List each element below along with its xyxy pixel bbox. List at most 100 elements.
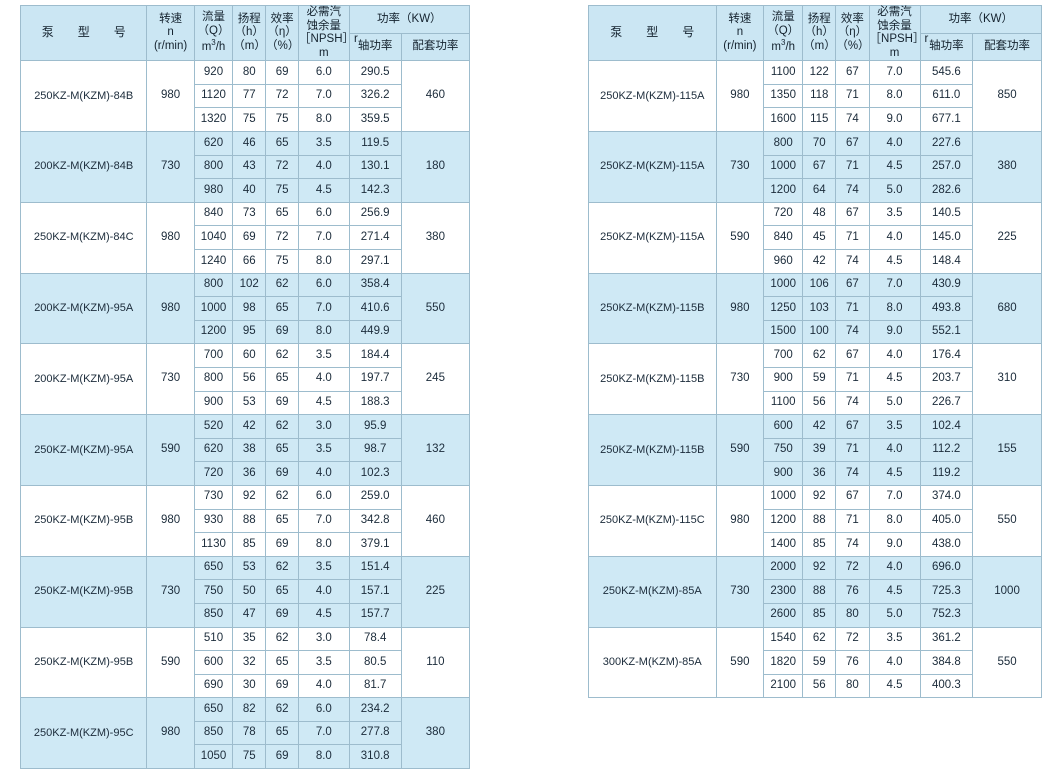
cell-flow: 750 [763, 437, 804, 463]
header-line: ［NPSH］r [869, 33, 929, 46]
cell-shaft-power: 493.8 [919, 296, 974, 321]
cell-head: 56 [802, 390, 837, 416]
cell-efficiency: 80 [835, 602, 870, 628]
cell-head: 92 [802, 555, 837, 581]
cell-efficiency: 69 [265, 461, 300, 486]
cell-motor-power: 380 [972, 131, 1042, 203]
cell-npsh: 9.0 [868, 532, 921, 557]
cell-efficiency: 62 [265, 272, 300, 298]
cell-pump-model: 250KZ-M(KZM)-95B [19, 555, 148, 628]
cell-npsh: 5.0 [868, 178, 921, 203]
cell-flow: 1100 [763, 60, 804, 85]
header-label-model: 泵 型 号 [610, 25, 701, 40]
cell-motor-power: 380 [400, 201, 471, 274]
table-row: 250KZ-M(KZM)-115A 730 800 70 67 4.0 227.6 380 [588, 131, 1042, 203]
header-line: 蚀余量 [306, 19, 342, 32]
table-row: 250KZ-M(KZM)-115B 980 1000 106 67 7.0 430.9 680 [588, 272, 1042, 345]
table-row: 250KZ-M(KZM)-84C 980 840 73 65 6.0 256.9 380 [19, 201, 471, 274]
header-line: 流量 [771, 11, 795, 24]
cell-flow: 1240 [193, 249, 234, 274]
table-row: 1320 75 75 8.0 359.5 [21, 107, 470, 133]
cell-efficiency: 67 [835, 131, 870, 156]
cell-pump-model: 250KZ-M(KZM)-115B [588, 414, 717, 486]
cell-head: 30 [232, 673, 267, 699]
cell-npsh: 4.5 [298, 390, 350, 416]
cell-npsh: 4.0 [298, 154, 350, 180]
cell-head: 66 [232, 249, 267, 274]
cell-shaft-power: 234.2 [348, 697, 402, 722]
cell-flow: 840 [193, 201, 234, 227]
table-row: 200KZ-M(KZM)-84B 730 620 46 65 3.5 119.5 180 [19, 131, 471, 203]
table-body: 250KZ-M(KZM)-84B 980 920 80 69 6.0 290.5 460 112… [19, 60, 471, 769]
header-line: m [319, 46, 329, 59]
cell-shaft-power: 297.1 [348, 249, 402, 274]
cell-pump-model: 300KZ-M(KZM)-85A [588, 626, 717, 699]
cell-motor-power: 310 [972, 343, 1042, 416]
cell-head: 36 [802, 461, 837, 486]
cell-efficiency: 69 [265, 744, 300, 769]
table-row: 1240 66 75 8.0 297.1 [21, 249, 470, 274]
cell-shaft-power: 257.0 [919, 154, 974, 180]
cell-npsh: 4.0 [298, 579, 350, 604]
cell-shaft-power: 140.5 [919, 201, 974, 227]
header-line: 转速 [159, 12, 183, 25]
cell-efficiency: 76 [835, 650, 870, 675]
cell-npsh: 8.0 [868, 83, 921, 109]
cell-efficiency: 65 [265, 296, 300, 321]
cell-rotation-speed: 590 [715, 201, 765, 274]
cell-npsh: 4.0 [868, 437, 921, 463]
header-line: n [167, 26, 174, 39]
cell-npsh: 3.5 [298, 343, 350, 368]
cell-npsh: 4.5 [868, 673, 921, 699]
cell-efficiency: 67 [835, 484, 870, 510]
cell-pump-model: 250KZ-M(KZM)-95B [19, 626, 148, 699]
cell-npsh: 8.0 [298, 107, 350, 133]
cell-efficiency: 69 [265, 602, 300, 628]
cell-shaft-power: 725.3 [919, 579, 974, 604]
cell-efficiency: 67 [835, 201, 870, 227]
cell-flow: 1000 [763, 272, 804, 298]
header-cell-shaft-power: 轴功率 [919, 32, 974, 62]
cell-shaft-power: 752.3 [919, 602, 974, 628]
cell-head: 59 [802, 650, 837, 675]
header-cell-head: 扬程 （h） （m） [802, 4, 837, 62]
cell-efficiency: 74 [835, 532, 870, 557]
header-cell-shaft-power: 轴功率 [348, 32, 402, 62]
cell-npsh: 7.0 [868, 60, 921, 85]
cell-npsh: 3.5 [298, 131, 350, 156]
cell-shaft-power: 271.4 [348, 225, 402, 250]
cell-efficiency: 65 [265, 650, 300, 675]
header-line: m3/h [771, 38, 796, 54]
table-row: 250KZ-M(KZM)-115A 590 720 48 67 3.5 140.5 225 [588, 201, 1042, 274]
cell-shaft-power: 545.6 [919, 60, 974, 85]
cell-npsh: 7.0 [868, 484, 921, 510]
cell-flow: 900 [763, 461, 804, 486]
cell-efficiency: 69 [265, 390, 300, 416]
header-line: （η） [267, 26, 297, 39]
header-cell-npsh: 必需汽 蚀余量 ［NPSH］r m [298, 4, 358, 62]
cell-motor-power: 1000 [972, 555, 1042, 628]
cell-npsh: 6.0 [298, 60, 350, 85]
table-row: 1000 67 71 4.5 257.0 [589, 154, 1042, 180]
cell-flow: 1100 [763, 390, 804, 416]
cell-head: 82 [232, 697, 267, 722]
cell-head: 100 [802, 319, 837, 345]
header-line: m [889, 46, 900, 59]
cell-head: 102 [232, 272, 267, 298]
cell-flow: 930 [193, 508, 234, 534]
cell-head: 85 [802, 602, 837, 628]
cell-efficiency: 65 [265, 201, 300, 227]
cell-flow: 840 [763, 225, 804, 250]
cell-npsh: 5.0 [868, 390, 921, 416]
cell-flow: 1000 [193, 296, 234, 321]
cell-head: 60 [232, 343, 267, 368]
cell-rotation-speed: 980 [715, 60, 765, 133]
cell-efficiency: 71 [835, 366, 870, 392]
cell-flow: 1600 [763, 107, 804, 133]
cell-head: 73 [232, 201, 267, 227]
table-row: 900 59 71 4.5 203.7 [589, 366, 1042, 392]
table-row: 1000 98 65 7.0 410.6 [21, 296, 470, 321]
table-row: 980 40 75 4.5 142.3 [21, 178, 470, 203]
cell-head: 80 [232, 60, 267, 85]
cell-head: 118 [802, 83, 837, 109]
